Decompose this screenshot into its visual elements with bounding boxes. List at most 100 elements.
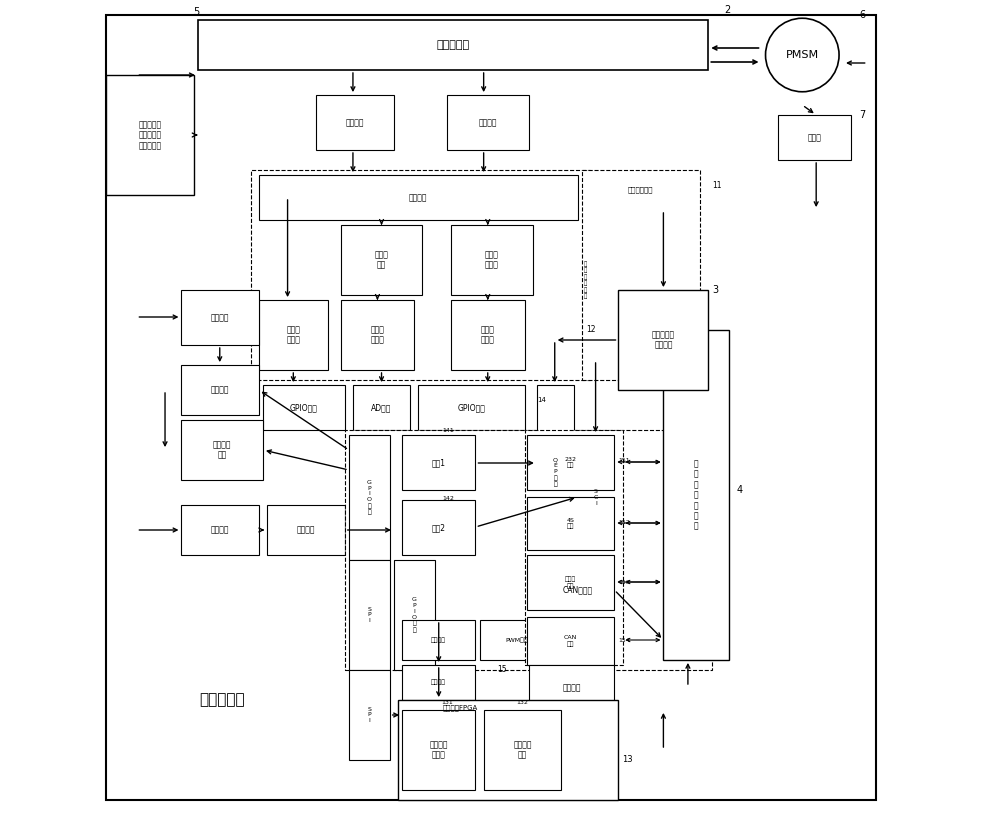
Text: 电源管理模块: 电源管理模块 xyxy=(628,187,653,194)
Text: GPIO输入: GPIO输入 xyxy=(457,403,485,412)
Text: 运行状态
指示: 运行状态 指示 xyxy=(213,440,231,460)
FancyBboxPatch shape xyxy=(353,385,410,430)
Circle shape xyxy=(766,18,839,92)
Text: 方向比
较电路: 方向比 较电路 xyxy=(287,325,301,345)
Text: 14: 14 xyxy=(537,397,546,403)
FancyBboxPatch shape xyxy=(106,75,194,195)
Text: 驱动子系统: 驱动子系统 xyxy=(436,40,470,50)
FancyBboxPatch shape xyxy=(181,505,259,555)
FancyBboxPatch shape xyxy=(341,300,414,370)
Text: CAN控制器: CAN控制器 xyxy=(563,586,593,595)
Text: 7: 7 xyxy=(859,110,866,120)
Text: 数据总线: 数据总线 xyxy=(431,680,446,685)
Text: 母线电压: 母线电压 xyxy=(478,118,497,127)
Text: 151: 151 xyxy=(618,458,630,462)
Text: 行为选择
模块: 行为选择 模块 xyxy=(513,740,532,760)
FancyBboxPatch shape xyxy=(402,620,475,660)
FancyBboxPatch shape xyxy=(525,430,623,665)
FancyBboxPatch shape xyxy=(582,170,700,380)
Text: S
P
I: S P I xyxy=(367,707,371,723)
FancyBboxPatch shape xyxy=(484,710,561,790)
Text: 232
转换: 232 转换 xyxy=(565,457,577,468)
Text: 上
位
机
监
控
模
块: 上 位 机 监 控 模 块 xyxy=(694,459,698,531)
Text: G
P
I
O
输
出: G P I O 输 出 xyxy=(367,480,372,516)
FancyBboxPatch shape xyxy=(259,175,578,220)
Text: 6: 6 xyxy=(859,10,866,20)
FancyBboxPatch shape xyxy=(181,290,259,345)
FancyBboxPatch shape xyxy=(451,300,525,370)
Text: PWM输出: PWM输出 xyxy=(505,637,528,643)
Text: 过流比
较电路: 过流比 较电路 xyxy=(371,325,384,345)
FancyBboxPatch shape xyxy=(316,95,394,150)
FancyBboxPatch shape xyxy=(106,15,876,800)
FancyBboxPatch shape xyxy=(537,560,618,620)
Text: GPIO输入: GPIO输入 xyxy=(290,403,318,412)
FancyBboxPatch shape xyxy=(527,617,614,665)
Text: CAN
总线: CAN 总线 xyxy=(564,636,577,647)
Text: 温
度
采
集
模
块: 温 度 采 集 模 块 xyxy=(584,261,587,299)
Text: 参数整定FPGA: 参数整定FPGA xyxy=(443,705,478,712)
Text: 滤波电路: 滤波电路 xyxy=(409,193,428,202)
FancyBboxPatch shape xyxy=(527,555,614,610)
FancyBboxPatch shape xyxy=(181,365,259,415)
Text: 光耦隔离: 光耦隔离 xyxy=(297,525,315,534)
Text: 131: 131 xyxy=(441,700,453,706)
FancyBboxPatch shape xyxy=(259,300,328,370)
Text: 15: 15 xyxy=(497,666,507,675)
Text: 三相电流: 三相电流 xyxy=(346,118,364,127)
Text: 主控制系统: 主控制系统 xyxy=(199,693,245,708)
Text: 132: 132 xyxy=(516,700,528,706)
Text: 核心2: 核心2 xyxy=(432,523,446,532)
FancyBboxPatch shape xyxy=(341,225,422,295)
Text: 故障信号与
温度检测脉
冲产生模块: 故障信号与 温度检测脉 冲产生模块 xyxy=(138,120,161,150)
FancyBboxPatch shape xyxy=(402,665,475,700)
Text: 编码器脉冲
转换模块: 编码器脉冲 转换模块 xyxy=(652,330,675,350)
Text: 电压跟
随电路: 电压跟 随电路 xyxy=(485,250,499,270)
Text: 5: 5 xyxy=(194,7,200,17)
Text: 三态缓冲: 三态缓冲 xyxy=(562,683,581,692)
Text: 152: 152 xyxy=(618,520,630,525)
FancyBboxPatch shape xyxy=(447,95,529,150)
Text: 12: 12 xyxy=(586,325,595,334)
Text: 153: 153 xyxy=(618,579,630,584)
Text: 2: 2 xyxy=(725,5,731,15)
FancyBboxPatch shape xyxy=(402,435,475,490)
FancyBboxPatch shape xyxy=(402,710,475,790)
FancyBboxPatch shape xyxy=(267,505,345,555)
FancyBboxPatch shape xyxy=(778,115,851,160)
Text: 数据总线: 数据总线 xyxy=(431,637,446,643)
Text: 电平转换: 电平转换 xyxy=(211,525,229,534)
FancyBboxPatch shape xyxy=(349,435,390,560)
Text: 编码器: 编码器 xyxy=(808,133,821,142)
FancyBboxPatch shape xyxy=(418,385,525,430)
FancyBboxPatch shape xyxy=(527,497,614,550)
FancyBboxPatch shape xyxy=(198,20,708,70)
FancyBboxPatch shape xyxy=(345,430,712,670)
FancyBboxPatch shape xyxy=(663,330,729,660)
FancyBboxPatch shape xyxy=(527,435,614,490)
Text: 4: 4 xyxy=(737,485,743,495)
Text: 电平转换: 电平转换 xyxy=(211,386,229,395)
Text: 13: 13 xyxy=(623,756,633,765)
Text: Q
E
P
模
块: Q E P 模 块 xyxy=(553,458,558,487)
Text: 光耦隔离: 光耦隔离 xyxy=(211,313,229,322)
FancyBboxPatch shape xyxy=(529,665,614,710)
Text: 4S
转换: 4S 转换 xyxy=(567,518,575,529)
FancyBboxPatch shape xyxy=(251,170,590,380)
Text: 11: 11 xyxy=(712,181,722,190)
Text: 核心1: 核心1 xyxy=(432,458,446,467)
Text: 过压比
较电路: 过压比 较电路 xyxy=(481,325,495,345)
FancyBboxPatch shape xyxy=(349,670,390,760)
FancyBboxPatch shape xyxy=(618,290,708,390)
Text: 粒子群优
化模块: 粒子群优 化模块 xyxy=(429,740,448,760)
Text: 3: 3 xyxy=(712,285,719,295)
Text: 以太网
接口: 以太网 接口 xyxy=(565,577,576,588)
FancyBboxPatch shape xyxy=(578,435,614,560)
Text: 154: 154 xyxy=(618,637,630,642)
Text: S
P
I: S P I xyxy=(367,607,371,623)
FancyBboxPatch shape xyxy=(349,560,390,670)
FancyBboxPatch shape xyxy=(181,420,263,480)
Text: S
C
I: S C I xyxy=(594,489,598,506)
FancyBboxPatch shape xyxy=(480,620,553,660)
FancyBboxPatch shape xyxy=(263,385,345,430)
